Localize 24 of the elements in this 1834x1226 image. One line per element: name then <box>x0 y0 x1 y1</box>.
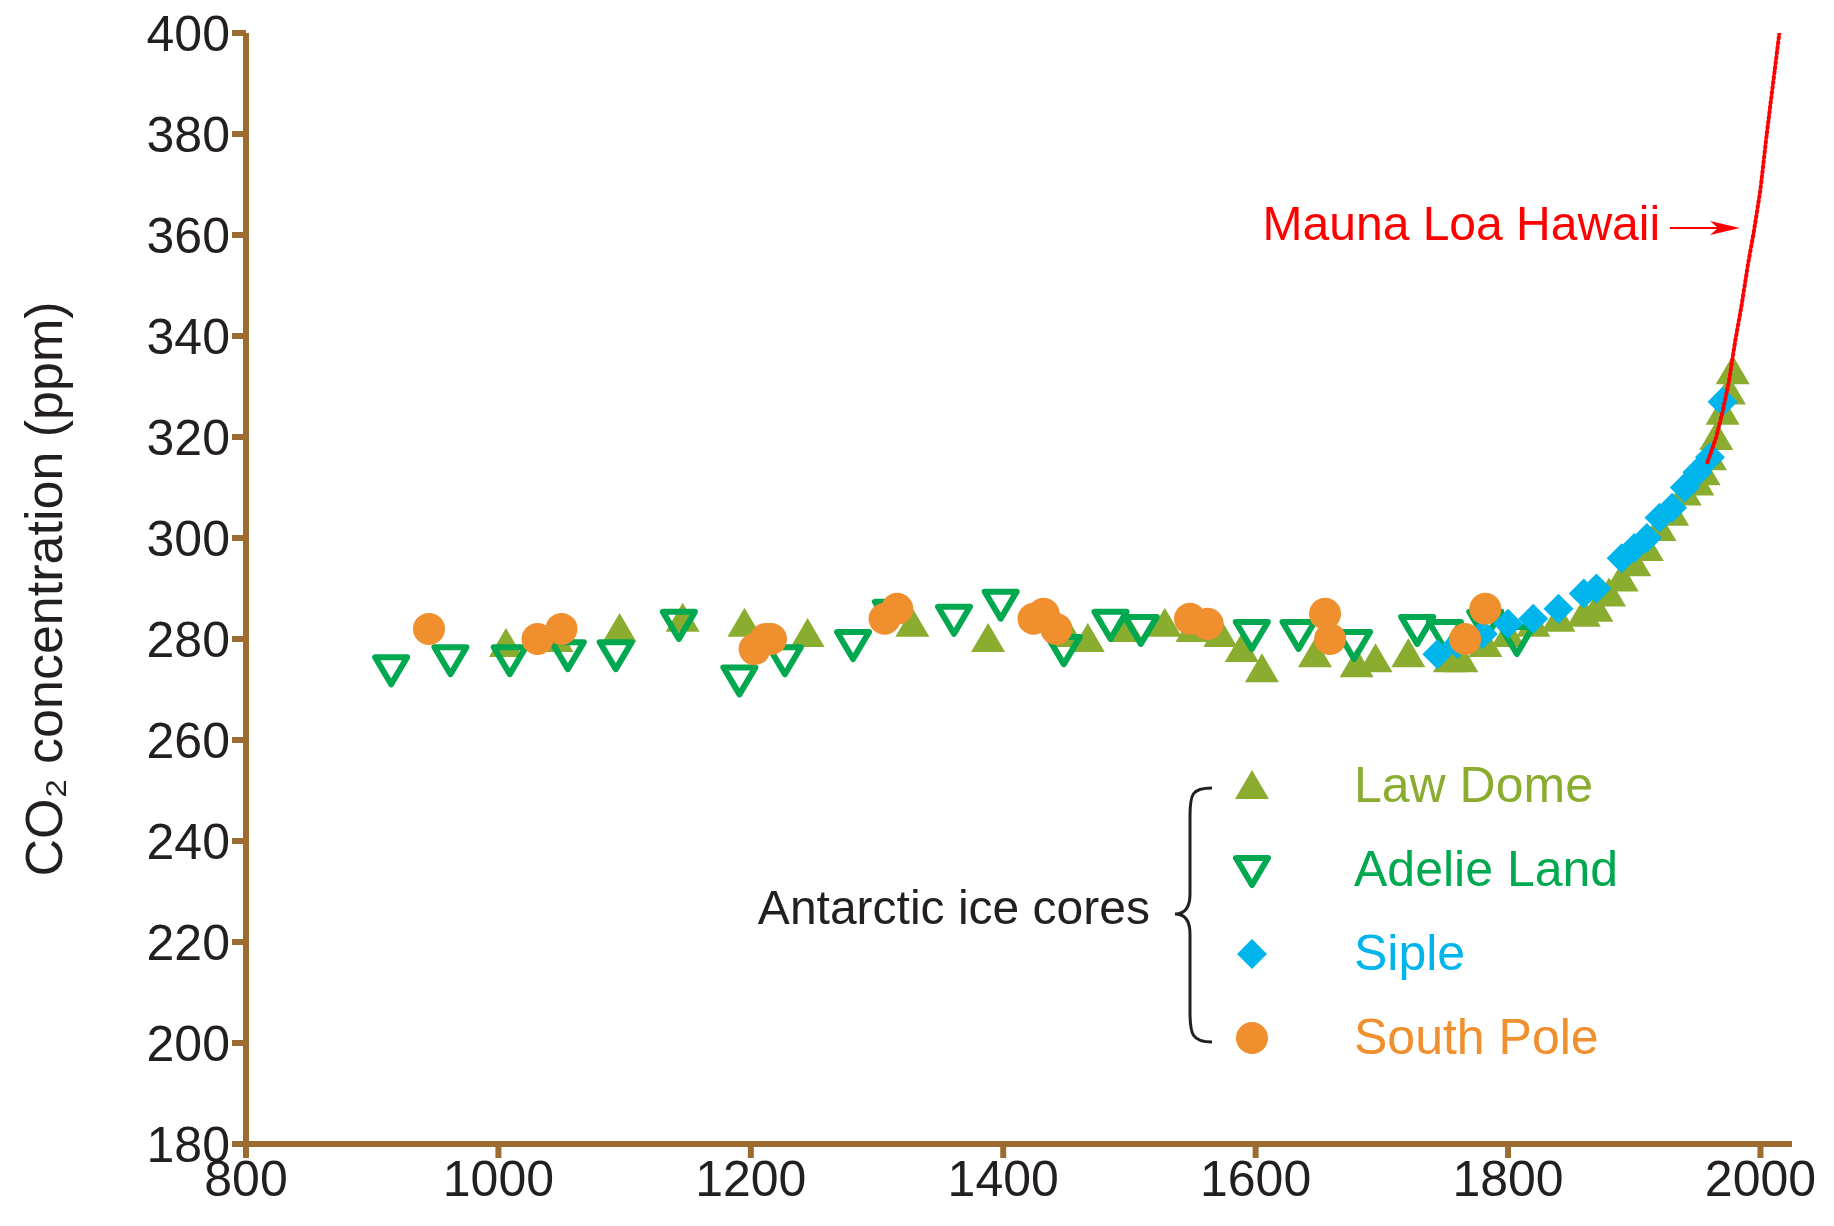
x-tick-label: 2000 <box>1704 1150 1817 1207</box>
y-tick-label: 260 <box>146 712 230 769</box>
legend-label: Law Dome <box>1354 756 1593 814</box>
series-label: Mauna Loa Hawaii <box>1262 195 1661 251</box>
x-tick-label: 1600 <box>1200 1150 1312 1207</box>
annotation: Antarctic ice cores <box>757 880 1150 935</box>
y-tick-label: 280 <box>146 611 230 668</box>
y-tick-label: 360 <box>146 207 230 264</box>
y-tick-label: 320 <box>146 409 230 466</box>
x-tick-label: 1800 <box>1452 1150 1564 1207</box>
legend-label: Siple <box>1354 924 1466 982</box>
legend-label: South Pole <box>1354 1008 1599 1066</box>
y-tick-label: 340 <box>146 308 230 365</box>
x-tick-label: 1200 <box>695 1150 807 1207</box>
y-axis-title: CO₂ concentration (ppm) <box>14 300 74 877</box>
x-tick-label: 1400 <box>947 1150 1059 1207</box>
y-tick-label: 300 <box>146 510 230 567</box>
legend-label: Adelie Land <box>1354 840 1619 898</box>
y-tick-label: 200 <box>146 1015 230 1072</box>
x-tick-label: 1000 <box>442 1150 555 1207</box>
y-tick-label: 380 <box>146 106 230 163</box>
y-tick-label: 220 <box>146 914 230 971</box>
y-tick-label: 400 <box>146 5 230 62</box>
y-tick-label: 240 <box>146 813 230 870</box>
